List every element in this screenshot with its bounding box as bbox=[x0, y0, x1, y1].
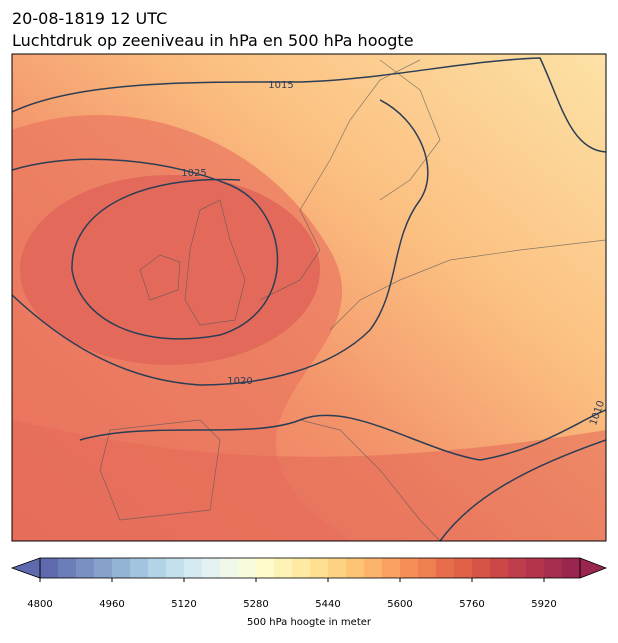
colorbar-band bbox=[328, 558, 347, 578]
colorbar-tick-label: 4800 bbox=[27, 599, 52, 610]
title: 20-08-1819 12 UTC bbox=[12, 9, 167, 28]
subtitle: Luchtdruk op zeeniveau in hPa en 500 hPa… bbox=[12, 31, 414, 50]
colorbar-tick-label: 4960 bbox=[99, 599, 124, 610]
colorbar-band bbox=[202, 558, 221, 578]
colorbar-band bbox=[58, 558, 77, 578]
map-frame bbox=[11, 53, 607, 542]
colorbar-band bbox=[148, 558, 167, 578]
height-field bbox=[20, 175, 320, 365]
colorbar-tick-label: 5280 bbox=[243, 599, 268, 610]
colorbar-band bbox=[544, 558, 563, 578]
colorbar-band bbox=[238, 558, 257, 578]
colorbar-band bbox=[76, 558, 95, 578]
colorbar-band bbox=[400, 558, 419, 578]
colorbar-extend-high bbox=[579, 557, 608, 579]
coastlines bbox=[99, 59, 606, 541]
colorbar-label: 500 hPa hoogte in meter bbox=[247, 617, 372, 628]
colorbar-band bbox=[454, 558, 473, 578]
contour-label: 1015 bbox=[268, 80, 293, 91]
colorbar-band bbox=[418, 558, 437, 578]
colorbar-band bbox=[562, 558, 581, 578]
colorbar-band bbox=[220, 558, 239, 578]
colorbar-frame bbox=[39, 557, 581, 579]
colorbar-band bbox=[130, 558, 149, 578]
colorbar-tick-label: 5760 bbox=[459, 599, 484, 610]
colorbar-band bbox=[526, 558, 545, 578]
colorbar-band bbox=[184, 558, 203, 578]
contour-label: 1020 bbox=[227, 376, 252, 387]
isobars bbox=[12, 57, 606, 541]
colorbar-tick-label: 5120 bbox=[171, 599, 196, 610]
colorbar-tick-label: 5440 bbox=[315, 599, 340, 610]
colorbar: 4800 4960 5120 5280 5440 5600 5760 5920 bbox=[10, 557, 608, 610]
colorbar-extend-low bbox=[10, 557, 41, 579]
colorbar-tick-label: 5600 bbox=[387, 599, 412, 610]
height-field bbox=[12, 420, 606, 541]
colorbar-band bbox=[472, 558, 491, 578]
colorbar-band bbox=[40, 558, 59, 578]
colorbar-band bbox=[292, 558, 311, 578]
colorbar-band bbox=[382, 558, 401, 578]
colorbar-band bbox=[112, 558, 131, 578]
colorbar-band bbox=[508, 558, 527, 578]
colorbar-band bbox=[274, 558, 293, 578]
colorbar-band bbox=[94, 558, 113, 578]
colorbar-band bbox=[346, 558, 365, 578]
colorbar-tick-label: 5920 bbox=[531, 599, 556, 610]
colorbar-band bbox=[490, 558, 509, 578]
map: 1015 1025 1020 1010 bbox=[12, 54, 606, 541]
contour-label: 1025 bbox=[181, 168, 206, 179]
colorbar-band bbox=[310, 558, 329, 578]
colorbar-band bbox=[436, 558, 455, 578]
colorbar-band bbox=[364, 558, 383, 578]
colorbar-band bbox=[256, 558, 275, 578]
colorbar-band bbox=[166, 558, 185, 578]
